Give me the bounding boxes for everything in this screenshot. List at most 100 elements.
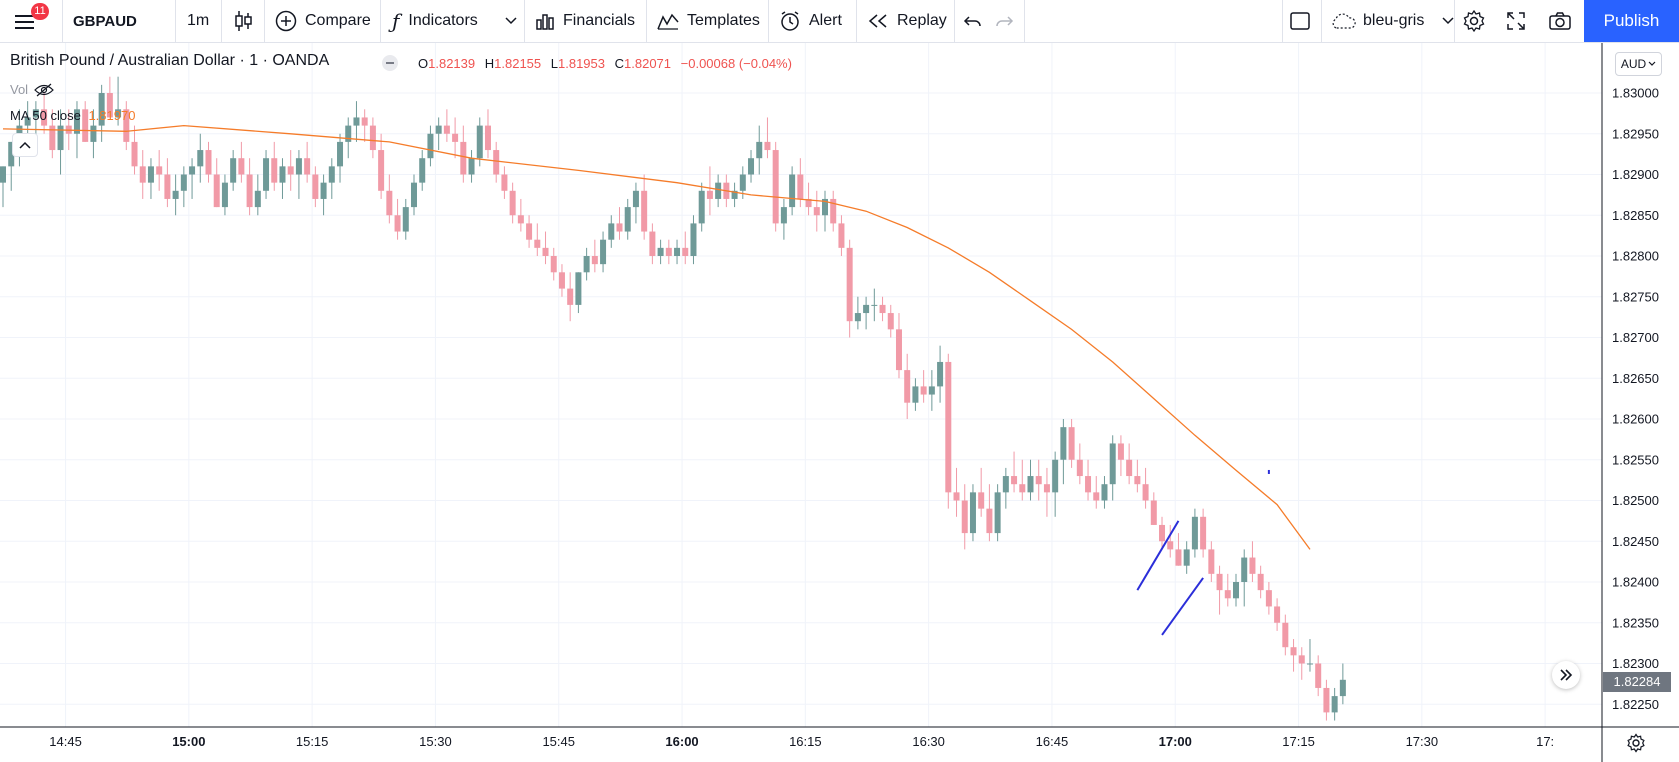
- redo-button[interactable]: [994, 0, 1014, 42]
- candle-body: [123, 109, 130, 142]
- close-value: 1.82071: [624, 56, 672, 71]
- candle-body: [1200, 516, 1207, 550]
- candle: [575, 272, 582, 314]
- candles-layer: [0, 76, 1346, 721]
- price-tick-label: 1.82500: [1612, 493, 1659, 508]
- candle-body: [221, 182, 228, 208]
- candle-body: [542, 247, 549, 256]
- candle-body: [649, 231, 656, 256]
- candle: [221, 174, 228, 216]
- candle: [641, 174, 648, 240]
- candle-body: [1019, 484, 1026, 493]
- time-tick-label: 14:45: [49, 734, 82, 749]
- candle-body: [1085, 476, 1092, 493]
- candle-body: [402, 207, 409, 232]
- interval-button[interactable]: 1m: [187, 12, 210, 29]
- candle: [271, 141, 278, 191]
- time-tick-label: 15:30: [419, 734, 452, 749]
- candle: [82, 101, 89, 142]
- candle: [608, 215, 615, 248]
- chart-type-button[interactable]: [232, 0, 254, 42]
- candle: [493, 141, 500, 183]
- candle: [961, 484, 968, 550]
- menu-button[interactable]: [14, 0, 36, 42]
- candle-body: [82, 109, 89, 142]
- layout-menu-button[interactable]: bleu-gris: [1329, 0, 1454, 42]
- chevron-down-icon: [505, 17, 517, 25]
- ma-label: MA 50 close: [10, 108, 81, 123]
- ma-legend[interactable]: MA 50 close 1.81970: [10, 108, 135, 123]
- volume-legend[interactable]: Vol: [10, 82, 54, 97]
- price-tick-label: 1.82300: [1612, 656, 1659, 671]
- candle-body: [90, 125, 97, 142]
- collapse-legend-button[interactable]: [12, 133, 38, 157]
- fullscreen-layout-button[interactable]: [1289, 0, 1311, 42]
- candle: [394, 198, 401, 240]
- candle: [986, 484, 993, 542]
- candle-body: [484, 125, 491, 151]
- high-label: H: [484, 56, 495, 71]
- candle-body: [797, 174, 804, 199]
- currency-selector[interactable]: AUD: [1615, 52, 1662, 76]
- templates-button[interactable]: Templates: [657, 0, 760, 42]
- candle: [1093, 476, 1100, 509]
- candle-body: [945, 361, 952, 493]
- legend-status-dot[interactable]: [382, 55, 398, 71]
- candle-body: [295, 158, 302, 175]
- candle-body: [197, 150, 204, 167]
- bar-chart-icon: [535, 11, 555, 31]
- low-label: L: [550, 56, 558, 71]
- symbol-search-button[interactable]: GBPAUD: [73, 12, 137, 30]
- candle-body: [748, 158, 755, 175]
- candle-body: [706, 190, 713, 199]
- candle-body: [1134, 476, 1141, 485]
- indicators-label: Indicators: [408, 12, 478, 29]
- candle: [1339, 663, 1346, 705]
- undo-button[interactable]: [963, 0, 983, 42]
- candle: [632, 182, 639, 224]
- candle: [443, 109, 450, 142]
- candle-body: [1052, 459, 1059, 493]
- alert-button[interactable]: Alert: [779, 0, 842, 42]
- publish-button[interactable]: Publish: [1584, 0, 1679, 42]
- candle-body: [887, 313, 894, 330]
- candle: [542, 231, 549, 265]
- candle: [772, 141, 779, 232]
- candle: [805, 182, 812, 216]
- scroll-to-realtime-button[interactable]: [1552, 661, 1580, 689]
- fullscreen-button[interactable]: [1506, 0, 1526, 42]
- candle-body: [443, 125, 450, 134]
- candle-body: [953, 492, 960, 501]
- candle-body: [238, 158, 245, 175]
- candle: [1241, 549, 1248, 607]
- candle-body: [863, 304, 870, 314]
- candle: [287, 150, 294, 191]
- replay-button[interactable]: Replay: [868, 0, 947, 42]
- candle: [123, 101, 130, 151]
- replay-label: Replay: [897, 12, 947, 29]
- candle: [591, 239, 598, 273]
- candle-body: [1241, 557, 1248, 582]
- price-chart[interactable]: 1.83000 1.82950 1.82900 1.82850 1.82800 1.827…: [0, 43, 1679, 762]
- candle: [435, 117, 442, 151]
- indicators-dropdown[interactable]: [505, 0, 517, 42]
- candle: [830, 190, 837, 232]
- time-scale-settings-button[interactable]: [1626, 733, 1646, 758]
- candle-body: [1249, 557, 1256, 574]
- candle: [912, 378, 919, 411]
- candle: [1323, 679, 1330, 721]
- eye-crossed-icon[interactable]: [34, 83, 54, 97]
- financials-button[interactable]: Financials: [535, 0, 635, 42]
- snapshot-button[interactable]: [1548, 0, 1572, 42]
- candle-body: [632, 190, 639, 208]
- candle-body: [1043, 484, 1050, 493]
- candle-body: [986, 508, 993, 534]
- candle: [1183, 541, 1190, 574]
- candle-body: [608, 223, 615, 240]
- settings-button[interactable]: [1462, 0, 1486, 42]
- indicators-button[interactable]: ƒ Indicators: [392, 0, 478, 42]
- compare-button[interactable]: Compare: [275, 0, 371, 42]
- candle: [682, 231, 689, 265]
- symbol-title[interactable]: British Pound / Australian Dollar · 1 · …: [10, 52, 330, 69]
- candle: [953, 467, 960, 517]
